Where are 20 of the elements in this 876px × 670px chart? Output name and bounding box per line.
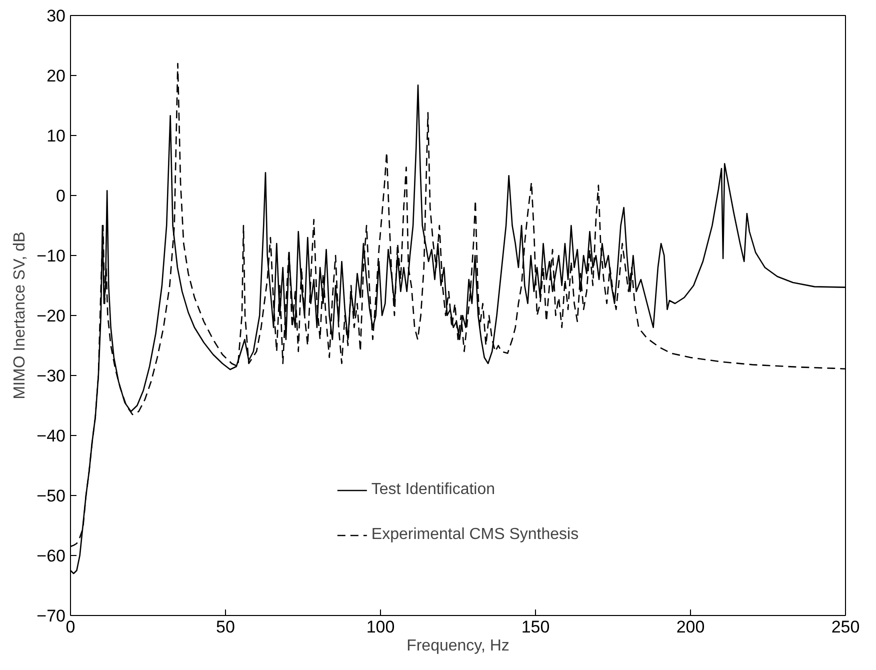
y-tick-label: 30: [46, 6, 66, 26]
y-tick-label: 0: [56, 186, 66, 206]
y-tick-label: 20: [46, 66, 66, 86]
y-axis-title: MIMO Inertance SV, dB: [12, 232, 29, 400]
y-tick-label: −60: [36, 546, 66, 566]
x-tick-label: 50: [216, 618, 235, 636]
legend-label: Test Identification: [371, 481, 496, 499]
legend-label: Experimental CMS Synthesis: [371, 526, 579, 544]
x-tick-label: 250: [831, 618, 860, 636]
x-tick-label: 200: [676, 618, 705, 636]
y-tick-label: −30: [36, 366, 66, 386]
y-tick-label: −50: [36, 486, 66, 506]
x-axis-title: Frequency, Hz: [406, 638, 510, 654]
x-tick-label: 100: [366, 618, 395, 636]
y-tick-label: 10: [46, 126, 66, 146]
y-tick-label: −40: [36, 426, 66, 446]
y-tick-label: −70: [36, 606, 66, 626]
x-tick-label: 150: [521, 618, 550, 636]
y-tick-label: −10: [36, 246, 66, 266]
y-tick-label: −20: [36, 306, 66, 326]
